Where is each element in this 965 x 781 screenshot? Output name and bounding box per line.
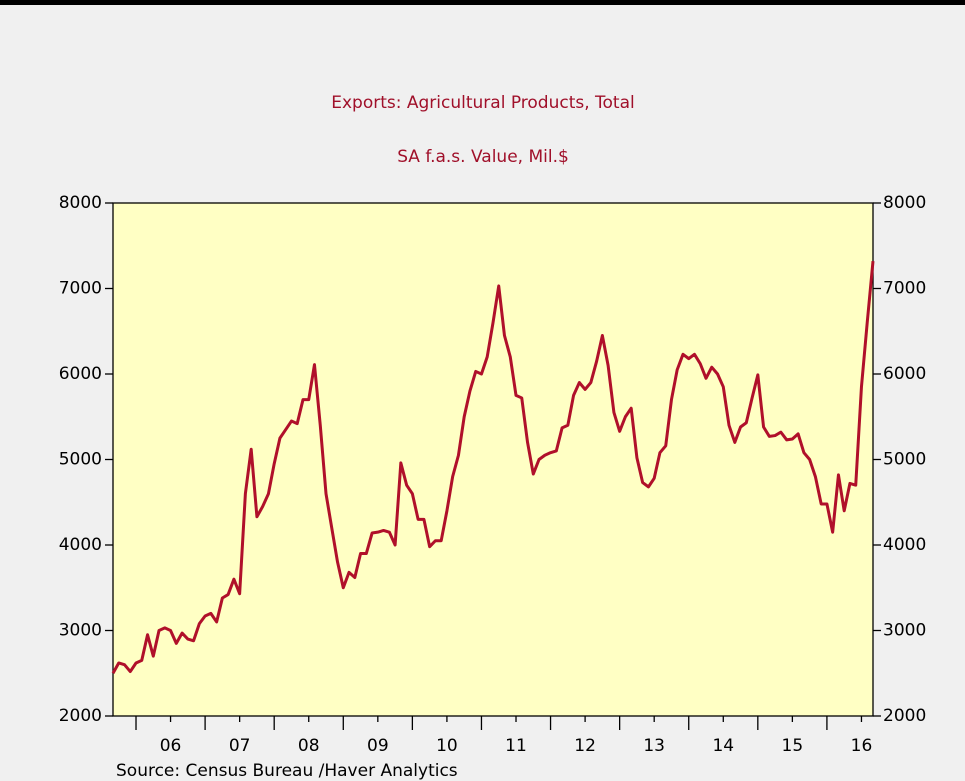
chart-title: Exports: Agricultural Products, Total <box>331 93 635 113</box>
y-tick-label: 8000 <box>59 193 102 213</box>
x-tick-label: 13 <box>643 736 665 756</box>
y2-tick-label: 4000 <box>883 535 926 555</box>
y-tick-label: 3000 <box>59 621 102 641</box>
y2-tick-label: 3000 <box>883 621 926 641</box>
x-tick-label: 11 <box>505 736 527 756</box>
source-note: Source: Census Bureau /Haver Analytics <box>116 761 458 781</box>
x-tick-label: 07 <box>229 736 251 756</box>
x-tick-label: 14 <box>712 736 734 756</box>
y-tick-label: 4000 <box>59 535 102 555</box>
x-tick-label: 15 <box>782 736 804 756</box>
x-tick-label: 12 <box>574 736 596 756</box>
y2-tick-label: 8000 <box>883 193 926 213</box>
y-tick-label: 6000 <box>59 364 102 384</box>
y2-tick-label: 2000 <box>883 706 926 726</box>
plot-area <box>112 202 874 717</box>
y-tick-label: 5000 <box>59 450 102 470</box>
x-tick-label: 06 <box>160 736 182 756</box>
top-bar <box>0 0 965 5</box>
x-tick-label: 08 <box>298 736 320 756</box>
x-tick-label: 09 <box>367 736 389 756</box>
x-tick-label: 16 <box>851 736 873 756</box>
x-tick-label: 10 <box>436 736 458 756</box>
y2-tick-label: 6000 <box>883 364 926 384</box>
y2-tick-label: 5000 <box>883 450 926 470</box>
y-tick-label: 7000 <box>59 279 102 299</box>
chart-subtitle: SA f.a.s. Value, Mil.$ <box>397 147 569 167</box>
y-tick-label: 2000 <box>59 706 102 726</box>
y2-tick-label: 7000 <box>883 279 926 299</box>
data-line <box>111 260 875 674</box>
